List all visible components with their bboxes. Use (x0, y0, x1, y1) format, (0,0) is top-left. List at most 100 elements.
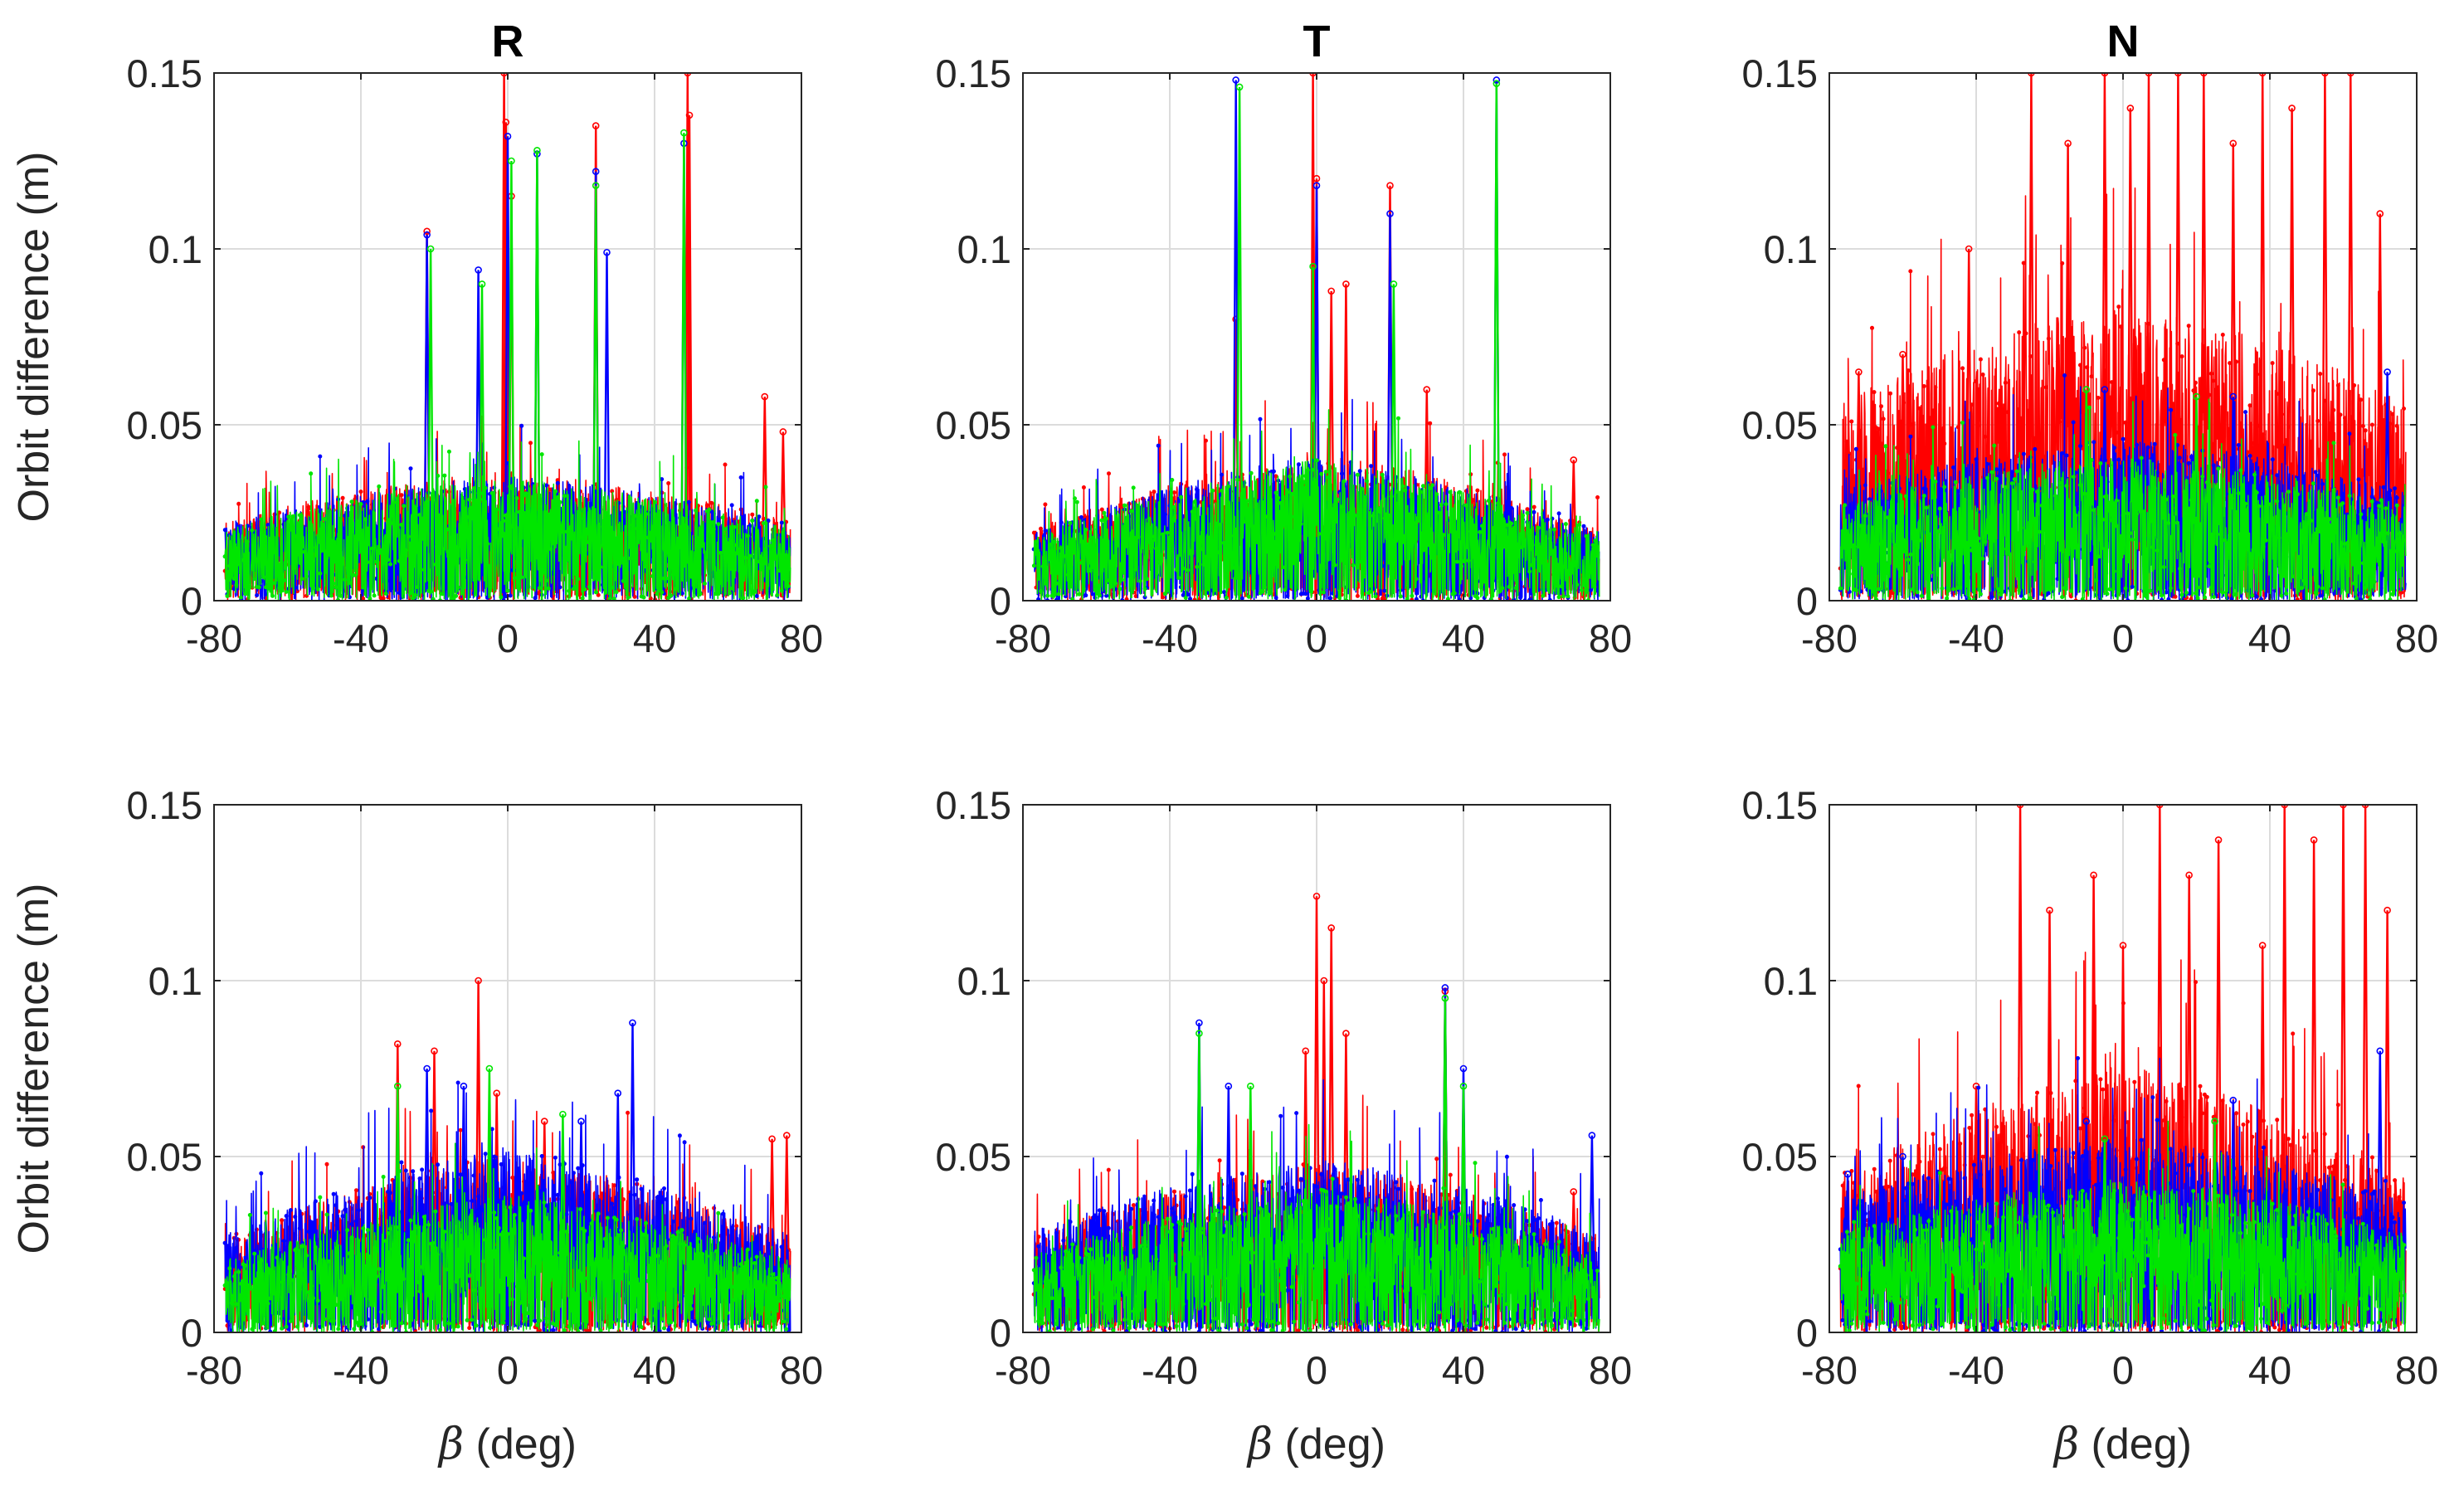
panel-2-3-series-green-peak-marker (2211, 1118, 2218, 1125)
panel-2-3-series-red-peak-marker (2281, 805, 2288, 809)
panel-2-2-ytick-label: 0 (990, 1311, 1011, 1355)
panel-1-1: -80 -40 0 40 80 0 0.05 0.1 0.15 R Orbit difference… (10, 17, 823, 660)
panel-2-1-xtick-label: 80 (780, 1348, 823, 1392)
panel-2-2-ytick-label: 0.05 (936, 1135, 1011, 1179)
panel-1-3-series-red-peak (2288, 108, 2296, 552)
panel-2-1-series-red-peak-marker (393, 1040, 402, 1048)
panel-1-1-series-green-peak (592, 185, 600, 582)
panel-1-1-xtick-label: -40 (333, 616, 389, 660)
panel-2-2-series-green-peak-marker (1459, 1082, 1468, 1090)
panel-1-3-ytick-label: 0.05 (1742, 403, 1818, 447)
panel-1-1-ytick-label: 0 (181, 579, 202, 623)
panel-2-3-series-red-peak (2214, 840, 2223, 1291)
panel-2-1: -80 -40 0 40 80 0 0.05 0.1 0.15 Orbit difference … (10, 783, 823, 1469)
panel-2-3-series-red-peak-marker (2016, 805, 2024, 809)
panel-1-3-ytick-label: 0.15 (1742, 51, 1818, 95)
panel-2-1-series-red-peak (783, 1135, 791, 1301)
panel-2-1-series-red-peak-marker (782, 1132, 791, 1139)
panel-1-3-ytick-label: 0 (1796, 579, 1818, 623)
panel-1-2-series-green-peak-marker (1493, 80, 1501, 88)
panel-2-1-series-green-peak (394, 1086, 402, 1308)
panel-2-1-series-red-peak-marker (475, 976, 482, 985)
panel-2-1-series-red-peak-marker (540, 1118, 548, 1125)
panel-1-2-xtick-label: -80 (995, 616, 1051, 660)
panel-2-3-series-red-peak (2310, 840, 2318, 1291)
panel-2-1-xtick-label: 40 (633, 1348, 676, 1392)
panel-2-2-series-blue-peak-marker (1459, 1064, 1468, 1073)
panel-2-2-series-red-peak-marker (1327, 924, 1335, 932)
panel-1-3-series-red (1839, 187, 2407, 601)
panel-1-3-series-red-peak (2347, 73, 2354, 552)
panel-2-1-series-blue-peak (629, 1022, 636, 1298)
panel-2-2-series-red-peak-marker (1342, 1030, 1350, 1037)
panel-2-3-xtick-label: -40 (1948, 1348, 2004, 1392)
panel-2-2-series-blue-peak-marker (1195, 1019, 1203, 1027)
panel-2-1-series-green-peak-marker (559, 1110, 567, 1118)
panel-2-3-xtick-label: 40 (2248, 1348, 2291, 1392)
panel-1-3-series-red-peak (1899, 354, 1906, 552)
panel-1-3-series-green-peak-marker (2193, 392, 2200, 401)
panel-1-1-series-blue-peak-marker (475, 266, 482, 274)
panel-1-2-series-blue-peak-marker (1312, 182, 1321, 189)
panel-2-3-series-red-peak (2156, 805, 2164, 1291)
panel-1-3-series-red-peak-marker (2174, 73, 2182, 77)
panel-2-3-series-red-peak-marker (2361, 805, 2369, 809)
panel-1-1-series-blue-peak-marker (603, 248, 611, 256)
panel-2-2-series-blue-peak-marker (1225, 1082, 1233, 1090)
panel-1-3-series-green-peak (2082, 389, 2090, 578)
panel-2-3-xlabel-symbol: β (2053, 1420, 2079, 1469)
panel-2-1-xlabel-symbol: β (437, 1420, 464, 1469)
panel-1-3-series-blue-peak-marker (2101, 386, 2109, 393)
panel-1-3-series-green (1839, 398, 2407, 601)
panel-1-2-ytick-label: 0.15 (936, 51, 1011, 95)
panel-2-1-xlabel-unit: (deg) (464, 1420, 577, 1468)
panel-2-3-series-red-peak (2281, 805, 2288, 1291)
panel-1-2-xtick-label: 80 (1589, 616, 1632, 660)
panel-1-2-xtick-label: 40 (1442, 616, 1485, 660)
panel-1-1-series-blue-peak-marker (592, 168, 600, 176)
panel-1-1-series-red-peak (685, 114, 694, 580)
panel-1-3-series-red-peak-marker (2064, 139, 2072, 148)
panel-1-3-series-red-peak-marker (2101, 73, 2109, 77)
panel-1-2-series-red-peak-marker (1386, 182, 1394, 189)
panel-1-3-xtick-label: 0 (2112, 616, 2134, 660)
panel-2-3-series-red-peak-marker (2119, 942, 2127, 949)
panel-2-1-series-green-markers (222, 1169, 791, 1332)
panel-2-3-series-red-peak-marker (2090, 871, 2097, 879)
panel-2-1-ylabel: Orbit difference (m) (10, 884, 58, 1254)
panel-1-3-series-red-peak-marker (2229, 139, 2238, 148)
panel-2-2-series-green-peak (1441, 998, 1449, 1308)
panel-1-3-series-red-peak-marker (2347, 73, 2354, 77)
panel-1-2: -80 -40 0 40 80 0 0.05 0.1 0.15 T (936, 17, 1633, 660)
panel-2-3-series-red-peak-marker (2340, 805, 2347, 809)
panel-1-3-series-red-peak (2145, 73, 2153, 552)
panel-1-2-xtick-label: -40 (1142, 616, 1198, 660)
panel-2-3-series-blue-peak-marker (1843, 1170, 1852, 1178)
panel-2-3-xlabel-unit: (deg) (2079, 1420, 2192, 1468)
panel-1-1-series-red-peak-marker (500, 73, 508, 77)
panel-1-1-series-green-peak (680, 133, 688, 582)
panel-2-2-xtick-label: -80 (995, 1348, 1051, 1392)
panel-1-3-series-green-peak-marker (2082, 386, 2091, 393)
panel-2-1-data (222, 976, 791, 1332)
panel-2-1-series-green-peak (485, 1068, 494, 1308)
panel-1-1-series-green (224, 440, 791, 601)
panel-1-2-series-red-peak-marker (1312, 174, 1321, 183)
panel-2-2-series-green-peak (1195, 1033, 1203, 1308)
panel-1-1-series-red-peak (502, 122, 509, 580)
panel-2-1-series-blue-peak-marker (629, 1019, 636, 1027)
panel-1-3-xtick-label: -80 (1801, 616, 1858, 660)
panel-1-1-series-blue-peak-marker (504, 133, 512, 140)
panel-1-2-series-green-peak (1309, 266, 1317, 580)
panel-2-2-series-blue-peak-marker (1441, 984, 1449, 991)
panel-1-3-series-red-peak-marker (2321, 73, 2329, 77)
panel-1-1-series-red-peak-marker (423, 227, 431, 236)
panel-2-2-xtick-label: 0 (1306, 1348, 1327, 1392)
panel-2-1-series-green-peak-marker (393, 1082, 402, 1090)
panel-2-3-ytick-label: 0.1 (1764, 959, 1818, 1003)
panel-1-2-series-blue-peak-marker (1232, 76, 1239, 84)
panel-1-1-xtick-label: 40 (633, 616, 676, 660)
panel-2-3: -80 -40 0 40 80 0 0.05 0.1 0.15 β (deg) (1742, 783, 2439, 1469)
panel-1-2-title: T (1303, 17, 1331, 66)
panel-2-3-series-red-peak (2384, 910, 2391, 1291)
